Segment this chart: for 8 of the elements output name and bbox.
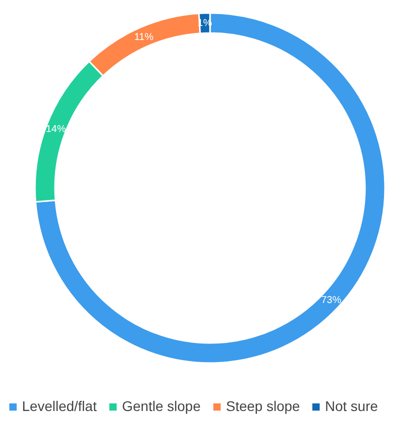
legend-label: Not sure (325, 398, 378, 414)
legend-label: Steep slope (226, 398, 300, 414)
legend-label: Gentle slope (122, 398, 201, 414)
legend-label: Levelled/flat (22, 398, 97, 414)
data-label: 11% (134, 32, 154, 43)
data-label: 14% (46, 124, 66, 136)
donut-slice (34, 12, 386, 364)
data-label: 73% (321, 294, 342, 306)
